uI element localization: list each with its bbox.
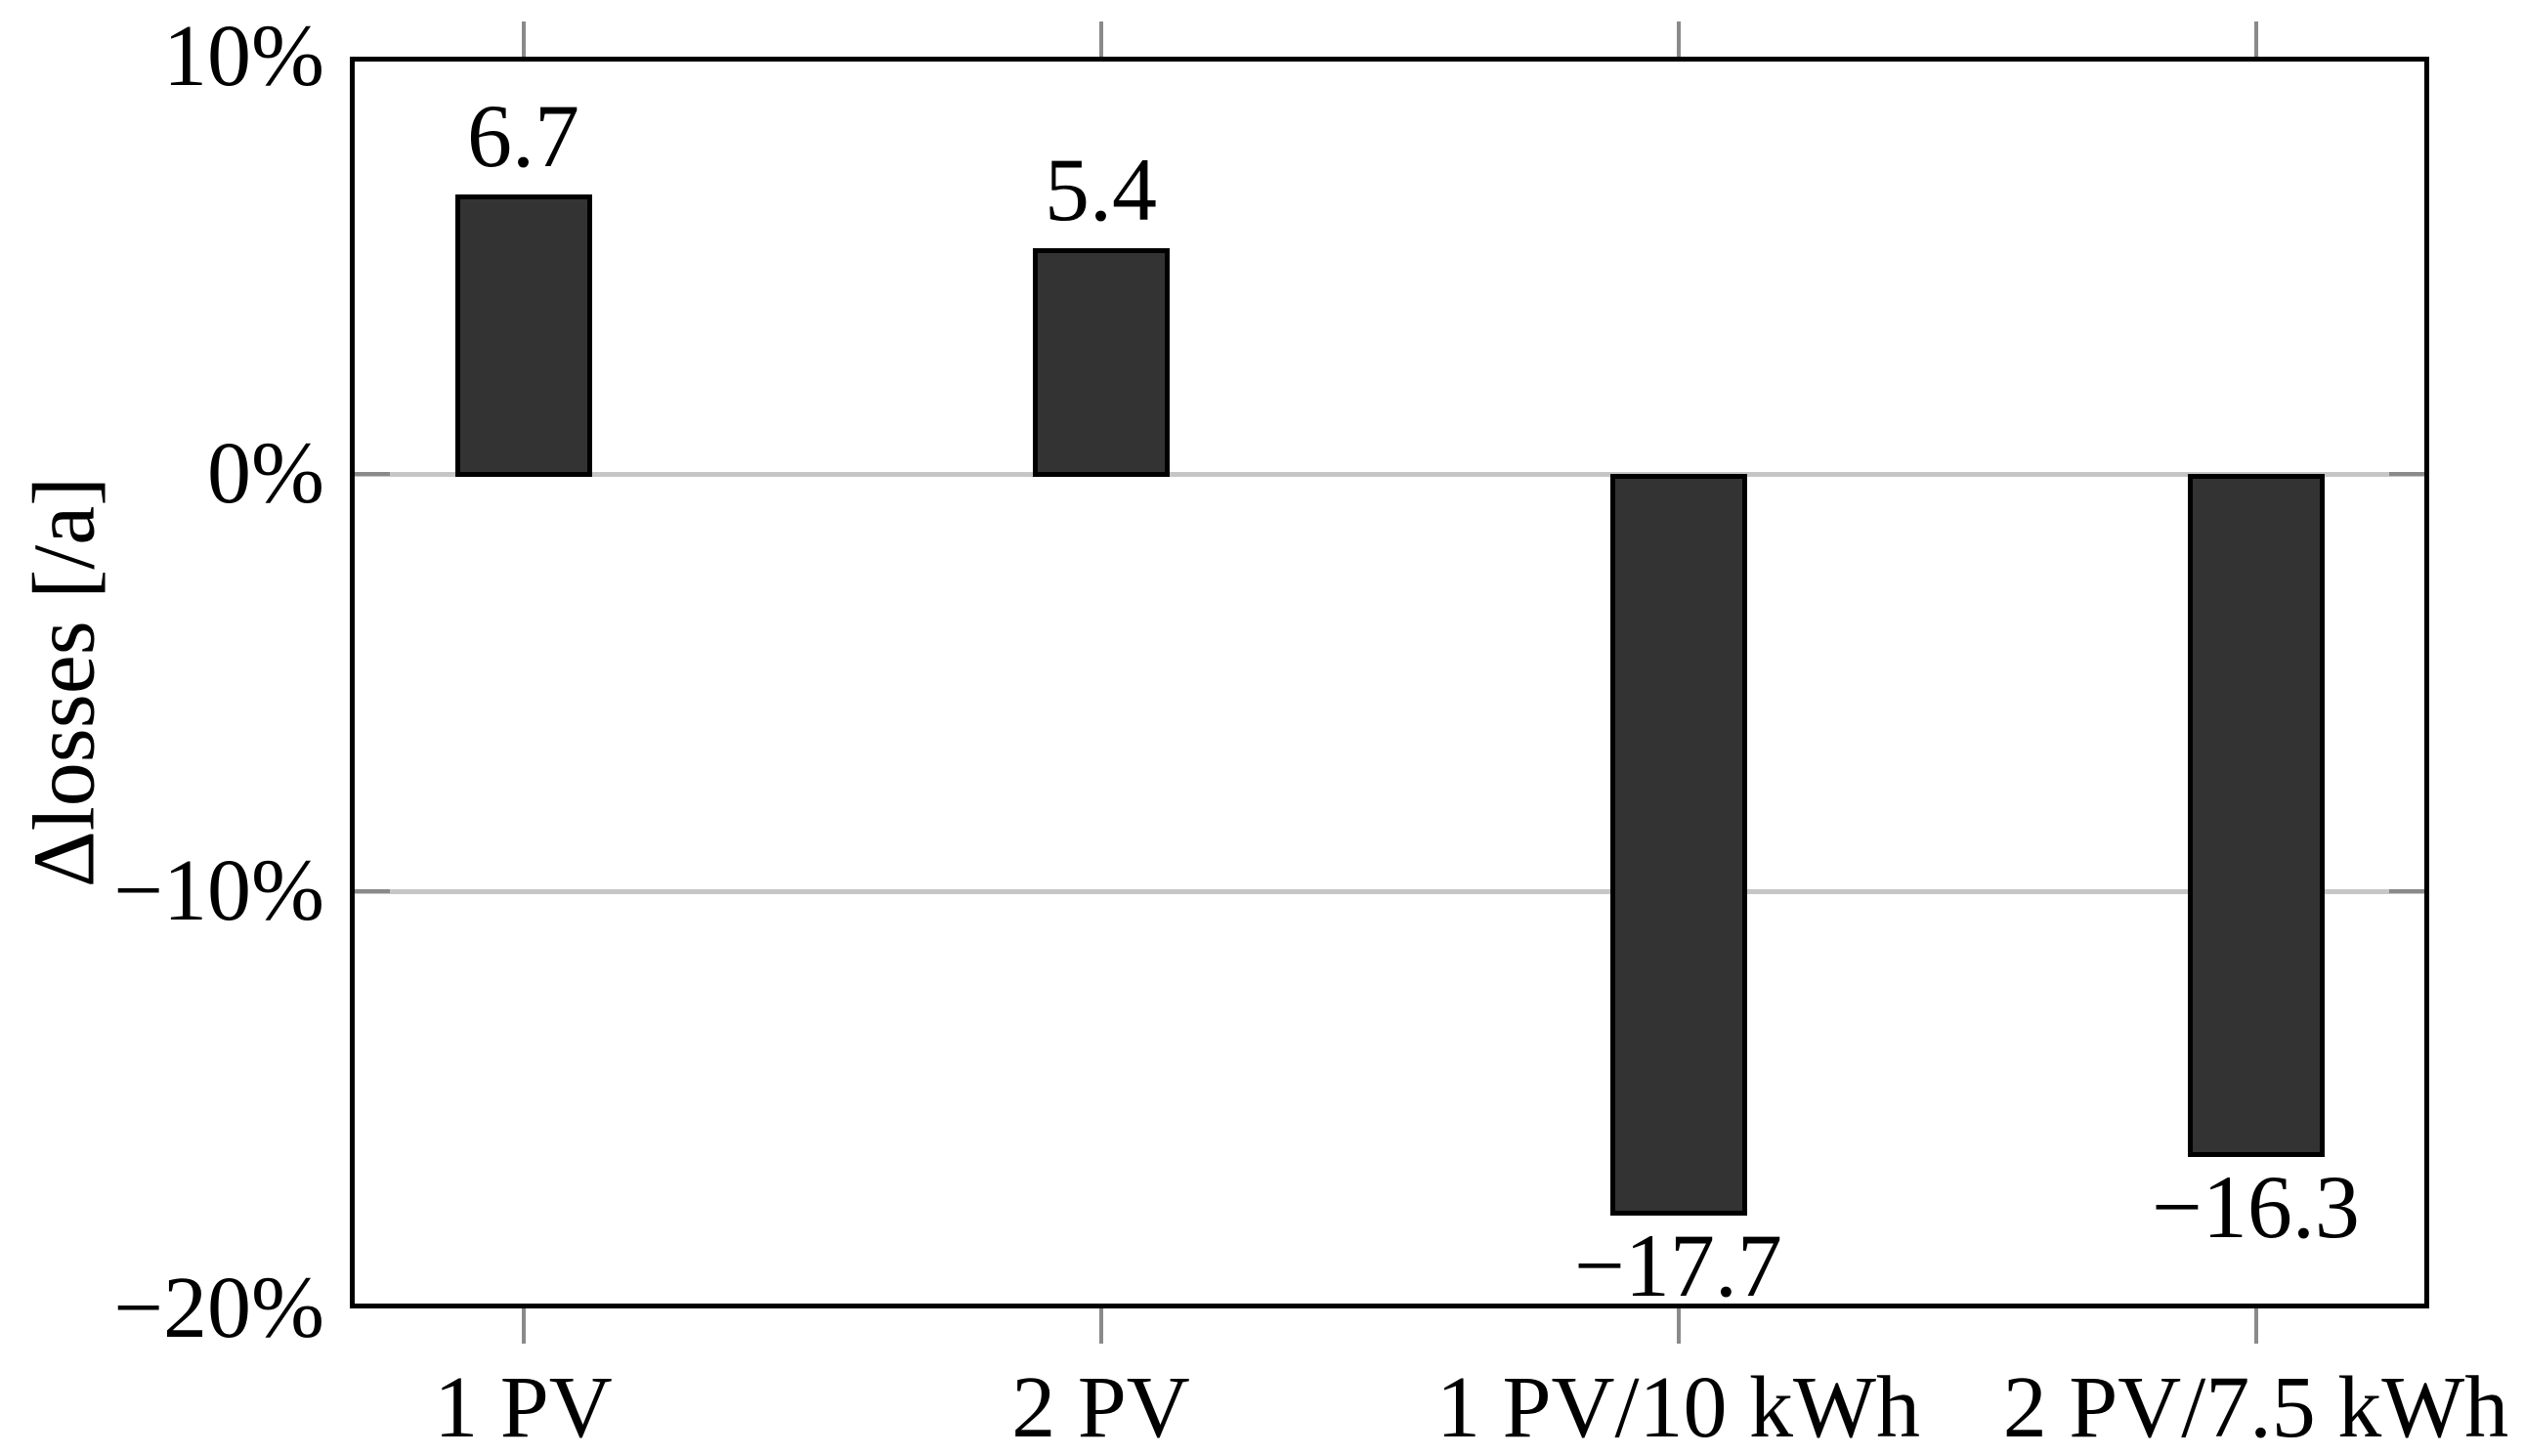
y-axis-label: Δlosses [/a] (16, 476, 113, 888)
x-tick-mark-bottom (1098, 1308, 1103, 1344)
bar-value-label: 6.7 (467, 85, 579, 186)
bar-1-pv-10-kwh (1609, 474, 1747, 1216)
x-tick-mark-bottom (1676, 1308, 1681, 1344)
y-tick-label: −10% (113, 842, 324, 939)
bar-value-label: −16.3 (2152, 1157, 2360, 1257)
y-tick-mark-right (2389, 889, 2424, 893)
x-tick-mark-bottom (2253, 1308, 2258, 1344)
y-tick-mark-left (355, 472, 390, 476)
gridline-0pct (355, 472, 2424, 477)
x-tick-label: 1 PV (434, 1359, 613, 1456)
x-tick-mark-top (1098, 21, 1103, 57)
bar-1-pv (454, 193, 592, 477)
y-tick-label: −20% (113, 1260, 324, 1356)
x-tick-mark-top (2253, 21, 2258, 57)
x-tick-mark-bottom (521, 1308, 526, 1344)
bar-value-label: 5.4 (1045, 140, 1157, 240)
gridline--10pct (355, 889, 2424, 894)
y-tick-mark-left (355, 889, 390, 893)
x-tick-label: 2 PV/7.5 kWh (2002, 1359, 2509, 1456)
x-tick-label: 1 PV/10 kWh (1436, 1359, 1920, 1456)
plot-area-frame (350, 57, 2429, 1308)
y-tick-mark-right (2389, 472, 2424, 476)
bar-2-pv-7-5-kwh (2187, 474, 2325, 1157)
y-tick-label: 10% (163, 8, 324, 105)
y-tick-label: 0% (207, 425, 324, 522)
x-tick-mark-top (521, 21, 526, 57)
x-tick-mark-top (1676, 21, 1681, 57)
bar-value-label: −17.7 (1574, 1215, 1782, 1315)
x-tick-label: 2 PV (1011, 1359, 1190, 1456)
bar-2-pv (1032, 248, 1170, 477)
